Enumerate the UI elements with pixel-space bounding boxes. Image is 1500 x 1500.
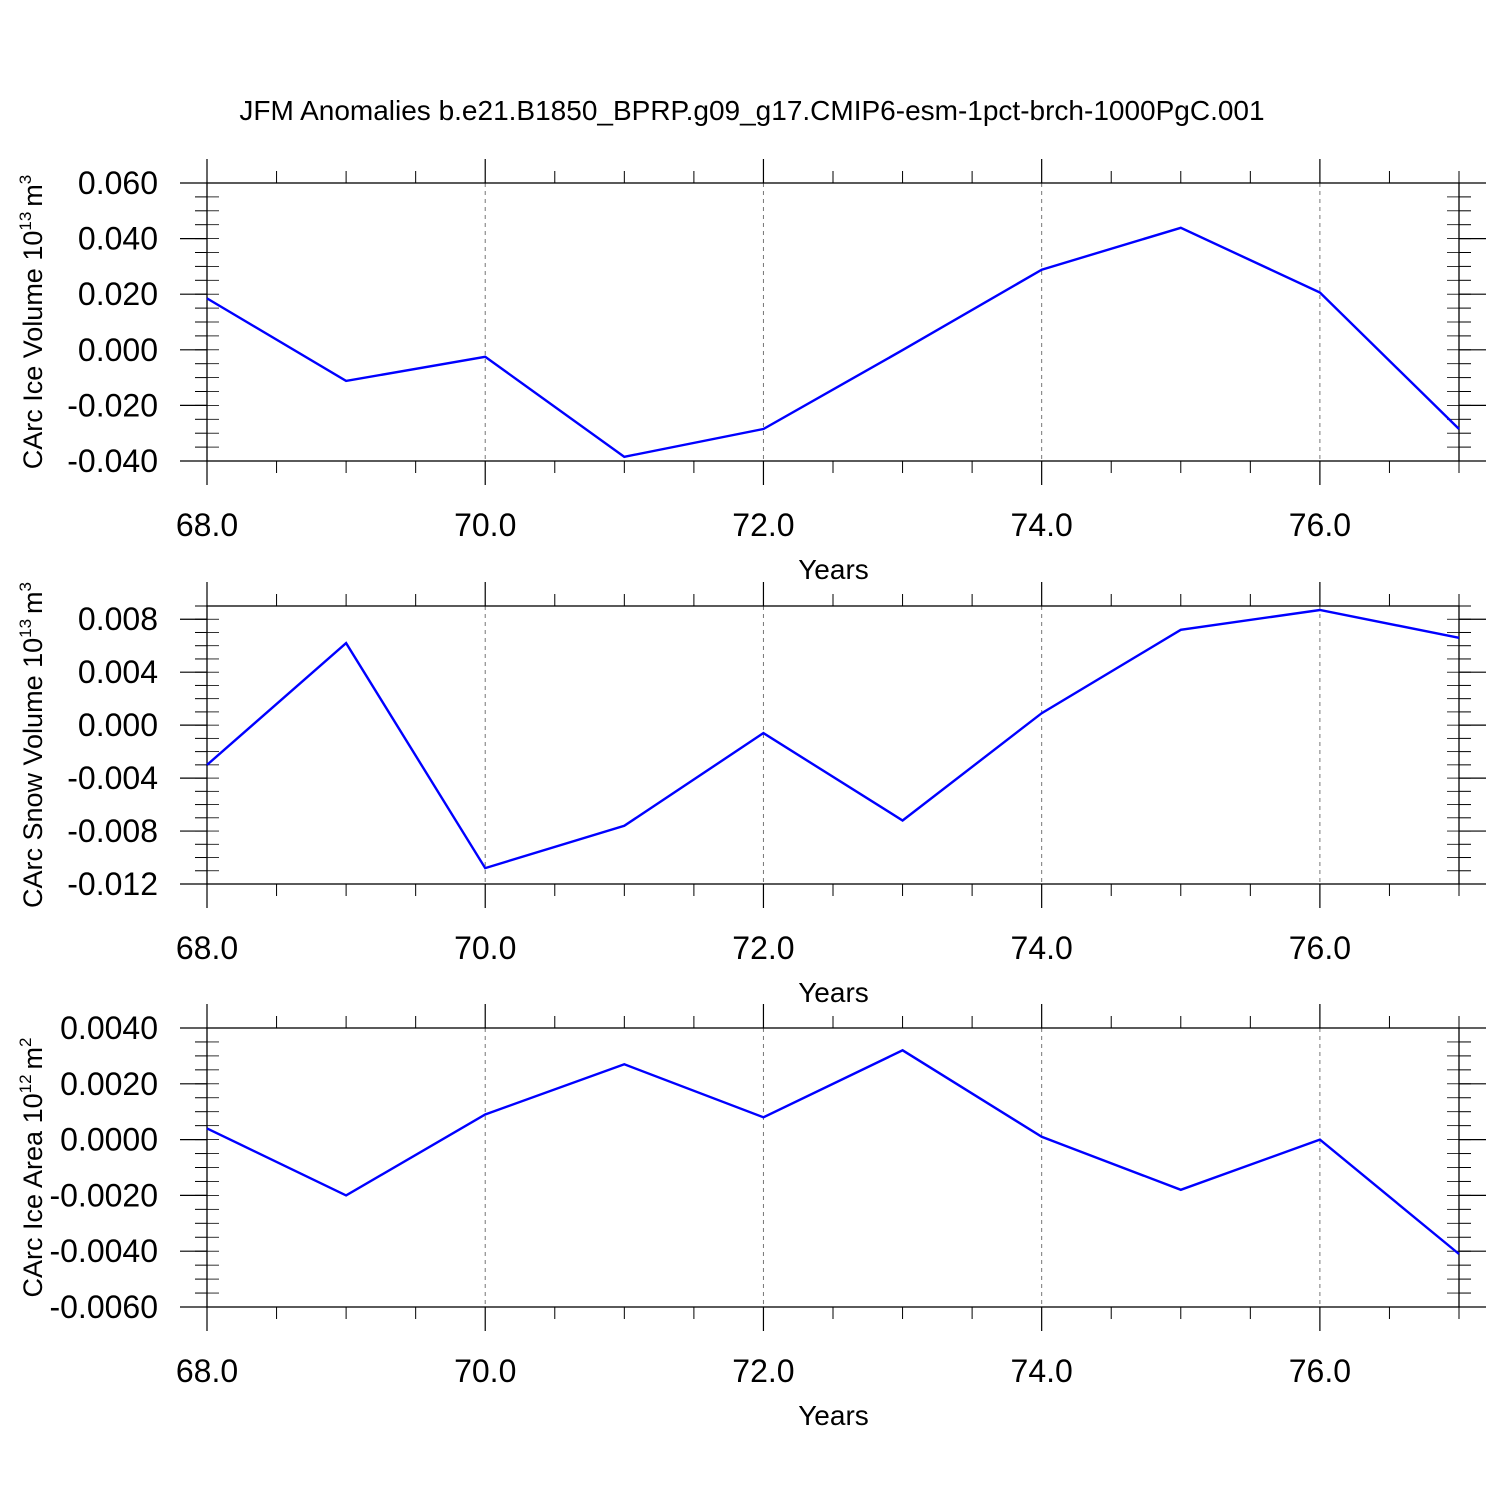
x-axis-label: Years [798, 554, 869, 585]
y-tick-label: -0.020 [67, 387, 158, 423]
y-tick-label: -0.0060 [49, 1289, 158, 1325]
data-point [1180, 629, 1182, 631]
y-label-exp: 12 [16, 1074, 35, 1093]
data-point [345, 1194, 347, 1196]
y-label-unit: m [18, 1047, 48, 1070]
data-point [345, 380, 347, 382]
y-label-main: CArc Ice Area 10 [18, 1093, 48, 1297]
y-tick-label: -0.0020 [49, 1177, 158, 1213]
y-tick-label: -0.0040 [49, 1233, 158, 1269]
chart-panel-1: 68.0 70.0 72.0 74.0 76.0 Years 0.060 0.040 0.020… [16, 159, 1486, 585]
data-point [345, 642, 347, 644]
y-label-unit-exp: 2 [16, 1038, 35, 1047]
data-point [1041, 269, 1043, 271]
y-tick-label: 0.060 [78, 165, 158, 201]
y-tick-label: 0.004 [78, 654, 158, 690]
y-tick-label: 0.000 [78, 707, 158, 743]
y-tick-label: 0.000 [78, 332, 158, 368]
y-label-unit-exp: 3 [16, 175, 35, 184]
series-line [206, 1048, 1460, 1255]
data-point [1180, 227, 1182, 229]
x-tick-label: 74.0 [1011, 507, 1073, 543]
data-point [623, 825, 625, 827]
x-tick-label: 76.0 [1289, 507, 1351, 543]
data-point [623, 456, 625, 458]
y-tick-label: 0.008 [78, 601, 158, 637]
y-axis-label: CArc Snow Volume 1013 m3 [16, 582, 48, 908]
x-tick-label: 74.0 [1011, 930, 1073, 966]
data-point [762, 1116, 764, 1118]
x-tick-label: 68.0 [176, 930, 238, 966]
x-tick-label: 72.0 [732, 930, 794, 966]
x-axis-label: Years [798, 1400, 869, 1431]
data-point [1319, 609, 1321, 611]
x-tick-label: 76.0 [1289, 930, 1351, 966]
series-line [206, 226, 1460, 459]
data-point [762, 732, 764, 734]
y-tick-label: 0.020 [78, 276, 158, 312]
y-label-exp: 13 [16, 212, 35, 231]
data-point [902, 1049, 904, 1051]
data-point [1041, 1136, 1043, 1138]
y-tick-label: -0.012 [67, 866, 158, 902]
chart-panel-2: 68.0 70.0 72.0 74.0 76.0 Years 0.008 0.004 0.000… [16, 582, 1486, 1008]
y-label-unit: m [18, 184, 48, 207]
chart-panel-3: 68.0 70.0 72.0 74.0 76.0 Years 0.0040 0.0020 0.0… [16, 1004, 1486, 1431]
data-point [1458, 1253, 1460, 1255]
x-tick-label: 72.0 [732, 507, 794, 543]
x-tick-label: 70.0 [454, 507, 516, 543]
x-tick-label: 74.0 [1011, 1353, 1073, 1389]
data-point [1180, 1189, 1182, 1191]
y-tick-label: -0.008 [67, 813, 158, 849]
panels: 68.0 70.0 72.0 74.0 76.0 Years 0.060 0.040 0.020… [16, 159, 1486, 1431]
y-tick-label: -0.004 [67, 760, 158, 796]
data-point [484, 356, 486, 358]
x-tick-label: 68.0 [176, 1353, 238, 1389]
data-point [902, 819, 904, 821]
data-point [623, 1063, 625, 1065]
data-point [902, 349, 904, 351]
x-tick-label: 70.0 [454, 930, 516, 966]
data-point [1458, 428, 1460, 430]
data-point [1458, 637, 1460, 639]
data-point [1041, 712, 1043, 714]
y-axis-label: CArc Ice Area 1012 m2 [16, 1038, 48, 1298]
y-label-unit-exp: 3 [16, 582, 35, 591]
y-label-main: CArc Ice Volume 10 [18, 231, 48, 470]
y-tick-label: 0.0020 [60, 1066, 158, 1102]
x-tick-label: 70.0 [454, 1353, 516, 1389]
y-tick-label: 0.0040 [60, 1010, 158, 1046]
plot-frame [206, 182, 1460, 462]
x-tick-label: 72.0 [732, 1353, 794, 1389]
y-tick-label: 0.040 [78, 221, 158, 257]
series-line [206, 608, 1460, 870]
data-point [762, 428, 764, 430]
data-point [1319, 292, 1321, 294]
x-axis-label: Years [798, 977, 869, 1008]
plot-frame [206, 605, 1460, 885]
y-tick-label: 0.0000 [60, 1122, 158, 1158]
y-label-exp: 13 [16, 619, 35, 638]
data-point [484, 867, 486, 869]
x-tick-label: 76.0 [1289, 1353, 1351, 1389]
y-axis-label: CArc Ice Volume 1013 m3 [16, 175, 48, 470]
data-point [1319, 1139, 1321, 1141]
x-tick-label: 68.0 [176, 507, 238, 543]
data-point [206, 297, 208, 299]
data-point [206, 764, 208, 766]
figure-title: JFM Anomalies b.e21.B1850_BPRP.g09_g17.C… [239, 95, 1264, 126]
y-tick-label: -0.040 [67, 443, 158, 479]
data-point [484, 1113, 486, 1115]
y-label-unit: m [18, 591, 48, 614]
y-label-main: CArc Snow Volume 10 [18, 638, 48, 908]
data-point [206, 1127, 208, 1129]
